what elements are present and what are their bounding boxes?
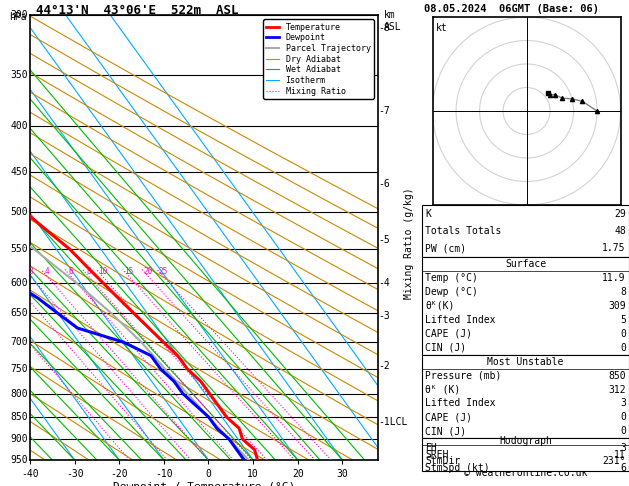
Text: 0: 0 xyxy=(620,329,626,339)
Text: 8: 8 xyxy=(86,267,91,276)
Text: EH: EH xyxy=(425,443,437,453)
Text: 600: 600 xyxy=(11,278,28,288)
Text: kt: kt xyxy=(437,23,448,33)
Text: 10: 10 xyxy=(97,267,107,276)
Text: θᴷ (K): θᴷ (K) xyxy=(425,384,460,395)
Text: 3: 3 xyxy=(28,267,33,276)
Text: 800: 800 xyxy=(11,389,28,399)
Text: 950: 950 xyxy=(11,455,28,465)
Text: 11: 11 xyxy=(614,450,626,459)
Text: θᴷ(K): θᴷ(K) xyxy=(425,301,455,311)
Text: 3: 3 xyxy=(620,443,626,453)
Text: 300: 300 xyxy=(11,10,28,20)
Text: StmSpd (kt): StmSpd (kt) xyxy=(425,463,490,473)
Text: Temp (°C): Temp (°C) xyxy=(425,273,478,283)
Text: 850: 850 xyxy=(608,371,626,381)
Text: 850: 850 xyxy=(11,412,28,422)
Text: 0: 0 xyxy=(620,426,626,436)
Text: 550: 550 xyxy=(11,244,28,254)
Text: -1LCL: -1LCL xyxy=(379,417,408,427)
Text: StmDir: StmDir xyxy=(425,456,460,466)
Text: km
ASL: km ASL xyxy=(384,10,402,32)
Text: 500: 500 xyxy=(11,207,28,217)
Text: CAPE (J): CAPE (J) xyxy=(425,412,472,422)
Text: 5: 5 xyxy=(620,315,626,325)
Text: CAPE (J): CAPE (J) xyxy=(425,329,472,339)
Text: 48: 48 xyxy=(614,226,626,236)
Text: 20: 20 xyxy=(143,267,152,276)
Text: 08.05.2024  06GMT (Base: 06): 08.05.2024 06GMT (Base: 06) xyxy=(424,4,599,14)
Text: -7: -7 xyxy=(379,106,391,116)
Text: 750: 750 xyxy=(11,364,28,374)
Text: -4: -4 xyxy=(379,278,391,288)
Text: 700: 700 xyxy=(11,337,28,347)
Text: 11.9: 11.9 xyxy=(603,273,626,283)
Text: Surface: Surface xyxy=(505,259,546,269)
Text: -8: -8 xyxy=(379,23,391,33)
Text: Totals Totals: Totals Totals xyxy=(425,226,501,236)
X-axis label: Dewpoint / Temperature (°C): Dewpoint / Temperature (°C) xyxy=(113,482,295,486)
Text: 450: 450 xyxy=(11,167,28,176)
Text: 6: 6 xyxy=(69,267,73,276)
Text: 1.75: 1.75 xyxy=(603,243,626,253)
Text: 3: 3 xyxy=(620,399,626,408)
Text: 15: 15 xyxy=(124,267,133,276)
Text: 4: 4 xyxy=(45,267,49,276)
Legend: Temperature, Dewpoint, Parcel Trajectory, Dry Adiabat, Wet Adiabat, Isotherm, Mi: Temperature, Dewpoint, Parcel Trajectory… xyxy=(263,19,374,99)
Text: PW (cm): PW (cm) xyxy=(425,243,466,253)
Text: 25: 25 xyxy=(159,267,168,276)
Text: Pressure (mb): Pressure (mb) xyxy=(425,371,501,381)
Text: CIN (J): CIN (J) xyxy=(425,426,466,436)
Text: 6: 6 xyxy=(620,463,626,473)
Text: Mixing Ratio (g/kg): Mixing Ratio (g/kg) xyxy=(404,187,415,299)
Text: -5: -5 xyxy=(379,236,391,245)
Text: 44°13'N  43°06'E  522m  ASL: 44°13'N 43°06'E 522m ASL xyxy=(36,4,239,17)
Text: CIN (J): CIN (J) xyxy=(425,343,466,353)
Text: 350: 350 xyxy=(11,69,28,80)
Text: -6: -6 xyxy=(379,179,391,189)
Text: 400: 400 xyxy=(11,121,28,131)
Text: 0: 0 xyxy=(620,343,626,353)
Text: Lifted Index: Lifted Index xyxy=(425,399,496,408)
Text: 0: 0 xyxy=(620,412,626,422)
Text: -3: -3 xyxy=(379,312,391,321)
Text: SREH: SREH xyxy=(425,450,448,459)
Text: 231°: 231° xyxy=(603,456,626,466)
Text: 650: 650 xyxy=(11,309,28,318)
Text: Most Unstable: Most Unstable xyxy=(487,357,564,367)
Text: Dewp (°C): Dewp (°C) xyxy=(425,287,478,297)
Text: 29: 29 xyxy=(614,208,626,219)
Text: K: K xyxy=(425,208,431,219)
Text: 312: 312 xyxy=(608,384,626,395)
Text: Lifted Index: Lifted Index xyxy=(425,315,496,325)
Text: 309: 309 xyxy=(608,301,626,311)
Text: Hodograph: Hodograph xyxy=(499,436,552,446)
Text: 8: 8 xyxy=(620,287,626,297)
Text: -2: -2 xyxy=(379,361,391,371)
Text: © weatheronline.co.uk: © weatheronline.co.uk xyxy=(464,468,587,478)
Text: 900: 900 xyxy=(11,434,28,444)
Text: hPa: hPa xyxy=(9,12,27,22)
